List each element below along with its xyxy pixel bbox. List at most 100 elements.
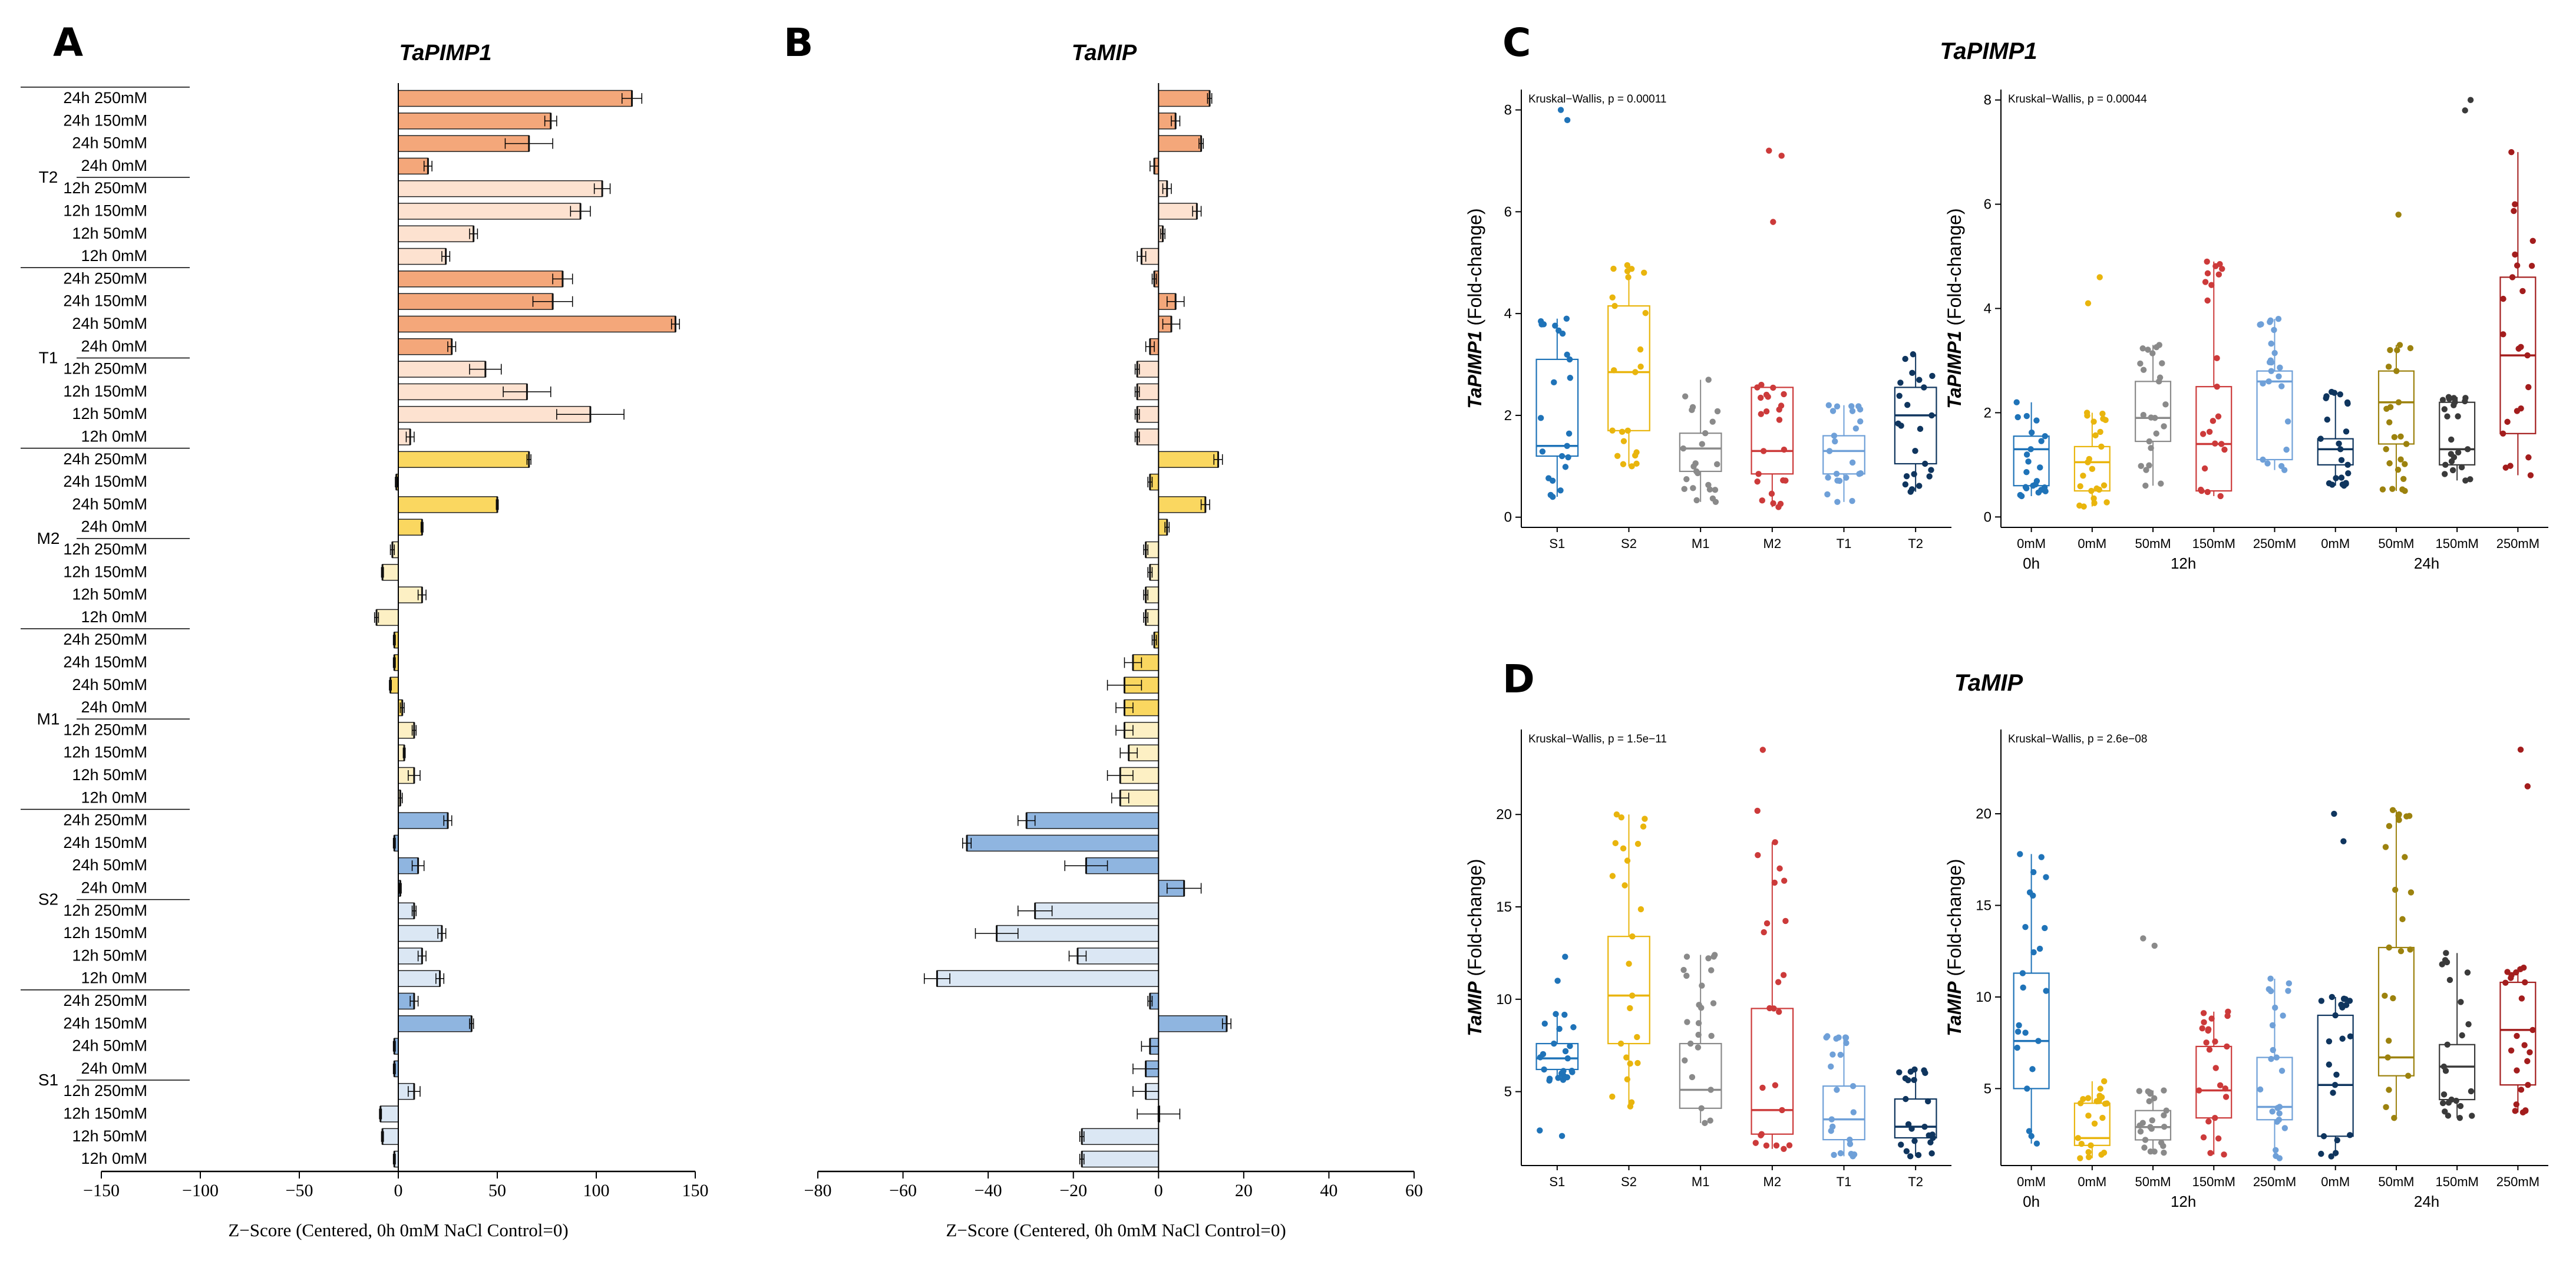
data-point bbox=[2221, 1151, 2227, 1158]
x-tick-label: 20 bbox=[1235, 1181, 1253, 1200]
data-point bbox=[2222, 1094, 2230, 1100]
data-point bbox=[2085, 1113, 2092, 1119]
data-point bbox=[2346, 998, 2353, 1004]
data-point bbox=[1832, 438, 1838, 445]
data-point bbox=[2439, 397, 2446, 403]
data-point bbox=[1620, 845, 1627, 852]
data-point bbox=[1834, 477, 1841, 484]
x-tick-label: 0 bbox=[1154, 1181, 1163, 1200]
box bbox=[2377, 946, 2415, 1077]
data-point bbox=[1824, 1033, 1831, 1039]
x-tick-label: 250mM bbox=[2496, 536, 2539, 551]
data-point bbox=[1609, 427, 1616, 434]
time-label: 24h bbox=[2414, 1193, 2439, 1210]
condition-label: 12h 150mM bbox=[63, 382, 147, 400]
data-point bbox=[2211, 1114, 2218, 1121]
box bbox=[2135, 1110, 2172, 1141]
data-point bbox=[2014, 1028, 2022, 1035]
data-point bbox=[2200, 1010, 2207, 1016]
condition-label: 24h 0mM bbox=[81, 518, 147, 536]
data-point bbox=[2405, 1072, 2412, 1079]
condition-label: 24h 150mM bbox=[63, 111, 147, 129]
data-point bbox=[1916, 483, 1923, 489]
data-point bbox=[1850, 1082, 1857, 1090]
data-point bbox=[2224, 1043, 2230, 1050]
data-point bbox=[2017, 851, 2023, 857]
x-tick-label: 150 bbox=[682, 1181, 709, 1200]
data-point bbox=[1706, 486, 1713, 493]
data-point bbox=[1683, 972, 1690, 979]
data-point bbox=[1702, 430, 1709, 437]
data-point bbox=[2149, 350, 2156, 356]
data-point bbox=[2217, 260, 2223, 268]
data-point bbox=[2339, 1035, 2346, 1042]
data-point bbox=[2395, 813, 2402, 819]
data-point bbox=[2457, 1102, 2464, 1110]
x-tick-label: S1 bbox=[1549, 536, 1565, 551]
data-point bbox=[2278, 383, 2285, 389]
condition-label: 24h 0mM bbox=[81, 879, 147, 897]
data-point bbox=[1915, 1151, 1922, 1158]
data-point bbox=[2344, 461, 2351, 468]
data-point bbox=[1629, 463, 1635, 470]
kruskal-wallis-annotation: Kruskal−Wallis, p = 0.00011 bbox=[1528, 93, 1666, 105]
data-point bbox=[1624, 857, 1631, 864]
condition-label: 24h 50mM bbox=[72, 676, 147, 694]
data-point bbox=[2395, 212, 2402, 218]
data-point bbox=[1778, 153, 1785, 159]
data-point bbox=[2444, 413, 2450, 420]
data-point bbox=[1897, 379, 1904, 386]
data-point bbox=[1627, 1060, 1633, 1067]
data-point bbox=[1539, 448, 1546, 455]
y-tick-label: 4 bbox=[1504, 306, 1512, 322]
data-point bbox=[1541, 1020, 1548, 1027]
data-point bbox=[2018, 493, 2025, 500]
data-point bbox=[2156, 342, 2162, 348]
bar bbox=[398, 203, 581, 220]
data-point bbox=[1554, 978, 1561, 984]
box bbox=[1894, 1098, 1937, 1139]
y-axis-label: TaMIP (Fold-change) bbox=[1944, 859, 1965, 1036]
condition-label: 12h 150mM bbox=[63, 1105, 147, 1123]
data-point bbox=[2222, 1085, 2228, 1092]
x-tick-label: −60 bbox=[889, 1181, 917, 1200]
data-point bbox=[2524, 783, 2531, 790]
data-point bbox=[1857, 418, 1864, 425]
data-point bbox=[1849, 459, 1856, 466]
data-point bbox=[2024, 1085, 2030, 1092]
box bbox=[1679, 433, 1722, 473]
data-point bbox=[1761, 929, 1767, 936]
data-point bbox=[1693, 497, 1700, 504]
data-point bbox=[2201, 465, 2208, 472]
data-point bbox=[1627, 1103, 1634, 1110]
data-point bbox=[2518, 1087, 2525, 1093]
y-tick-label: 0 bbox=[1984, 509, 1992, 525]
data-point bbox=[2402, 461, 2408, 467]
data-point bbox=[2385, 1037, 2392, 1044]
data-point bbox=[2333, 475, 2339, 481]
data-point bbox=[2204, 270, 2211, 277]
data-point bbox=[2383, 1104, 2389, 1111]
data-point bbox=[2283, 446, 2290, 453]
bar bbox=[936, 970, 1160, 987]
data-point bbox=[1779, 1107, 1785, 1114]
x-tick-label: 60 bbox=[1405, 1181, 1423, 1200]
bar bbox=[380, 1105, 399, 1123]
bar bbox=[1137, 405, 1160, 423]
data-point bbox=[1570, 1024, 1577, 1031]
condition-label: 12h 250mM bbox=[63, 540, 147, 558]
data-point bbox=[2030, 892, 2036, 899]
condition-label: 24h 50mM bbox=[72, 495, 147, 513]
data-point bbox=[1695, 1031, 1702, 1038]
data-point bbox=[2199, 1025, 2205, 1032]
data-point bbox=[2525, 1081, 2531, 1088]
data-point bbox=[2140, 367, 2147, 373]
y-tick-label: 2 bbox=[1984, 405, 1992, 421]
data-point bbox=[1843, 474, 1850, 481]
data-point bbox=[2464, 969, 2471, 976]
data-point bbox=[1781, 391, 1787, 398]
data-point bbox=[1763, 1142, 1770, 1149]
box bbox=[2256, 370, 2293, 461]
data-point bbox=[2332, 1012, 2339, 1019]
data-point bbox=[2522, 979, 2528, 986]
